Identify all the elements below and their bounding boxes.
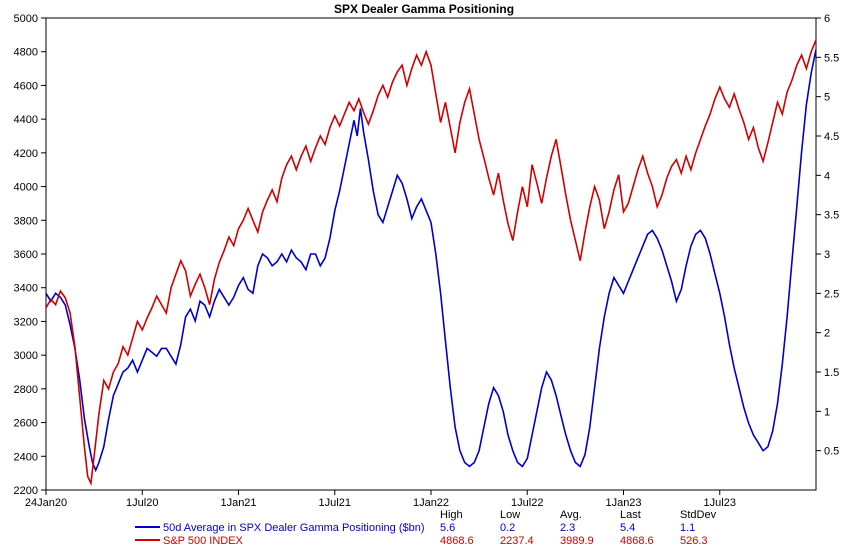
ytick-right-label: 4.5: [824, 131, 839, 143]
ytick-right-label: 6: [824, 13, 830, 25]
stats-value: 3989.9: [560, 535, 594, 547]
ytick-right-label: 5.5: [824, 52, 839, 64]
ytick-left-label: 3800: [14, 215, 38, 227]
ytick-left-label: 2200: [14, 485, 38, 497]
xtick-label: 1Jan22: [413, 497, 449, 509]
chart-container: { "title": "SPX Dealer Gamma Positioning…: [0, 0, 848, 549]
ytick-right-label: 3: [824, 249, 830, 261]
ytick-left-label: 3000: [14, 350, 38, 362]
ytick-left-label: 2600: [14, 418, 38, 430]
ytick-left-label: 5000: [14, 13, 38, 25]
xtick-label: 1Jul20: [126, 497, 158, 509]
legend-label: 50d Average in SPX Dealer Gamma Position…: [163, 522, 425, 534]
stats-value: 5.4: [620, 522, 635, 534]
stats-value: 4868.6: [620, 535, 654, 547]
stats-value: 2237.4: [500, 535, 534, 547]
ytick-left-label: 2800: [14, 384, 38, 396]
legend-label: S&P 500 INDEX: [163, 535, 244, 547]
xtick-label: 1Jul22: [511, 497, 543, 509]
ytick-right-label: 1.5: [824, 367, 839, 379]
ytick-left-label: 3600: [14, 249, 38, 261]
ytick-left-label: 4800: [14, 47, 38, 59]
ytick-right-label: 1: [824, 406, 830, 418]
ytick-left-label: 4600: [14, 80, 38, 92]
stats-header: High: [440, 509, 463, 521]
ytick-left-label: 4000: [14, 182, 38, 194]
stats-value: 0.2: [500, 522, 515, 534]
ytick-right-label: 0.5: [824, 446, 839, 458]
ytick-right-label: 4: [824, 170, 830, 182]
stats-header: Last: [620, 509, 641, 521]
stats-value: 5.6: [440, 522, 455, 534]
ytick-left-label: 3200: [14, 316, 38, 328]
ytick-right-label: 2: [824, 328, 830, 340]
ytick-left-label: 4400: [14, 114, 38, 126]
xtick-label: 1Jul23: [704, 497, 736, 509]
stats-value: 1.1: [680, 522, 695, 534]
ytick-right-label: 2.5: [824, 288, 839, 300]
stats-value: 4868.6: [440, 535, 474, 547]
xtick-label: 1Jul21: [319, 497, 351, 509]
stats-header: Avg.: [560, 509, 582, 521]
chart-svg: SPX Dealer Gamma Positioning 2200 2400 2600…: [0, 0, 848, 549]
xtick-label: 1Jan21: [220, 497, 256, 509]
ytick-left-label: 3400: [14, 283, 38, 295]
plot-bg: [0, 0, 848, 549]
stats-header: Low: [500, 509, 520, 521]
xtick-label: 24Jan20: [25, 497, 67, 509]
chart-title: SPX Dealer Gamma Positioning: [334, 2, 514, 16]
stats-value: 526.3: [680, 535, 708, 547]
stats-header: StdDev: [680, 509, 717, 521]
ytick-right-label: 3.5: [824, 210, 839, 222]
ytick-left-label: 4200: [14, 148, 38, 160]
ytick-right-label: 5: [824, 92, 830, 104]
ytick-left-label: 2400: [14, 451, 38, 463]
stats-value: 2.3: [560, 522, 575, 534]
xtick-label: 1Jan23: [605, 497, 641, 509]
